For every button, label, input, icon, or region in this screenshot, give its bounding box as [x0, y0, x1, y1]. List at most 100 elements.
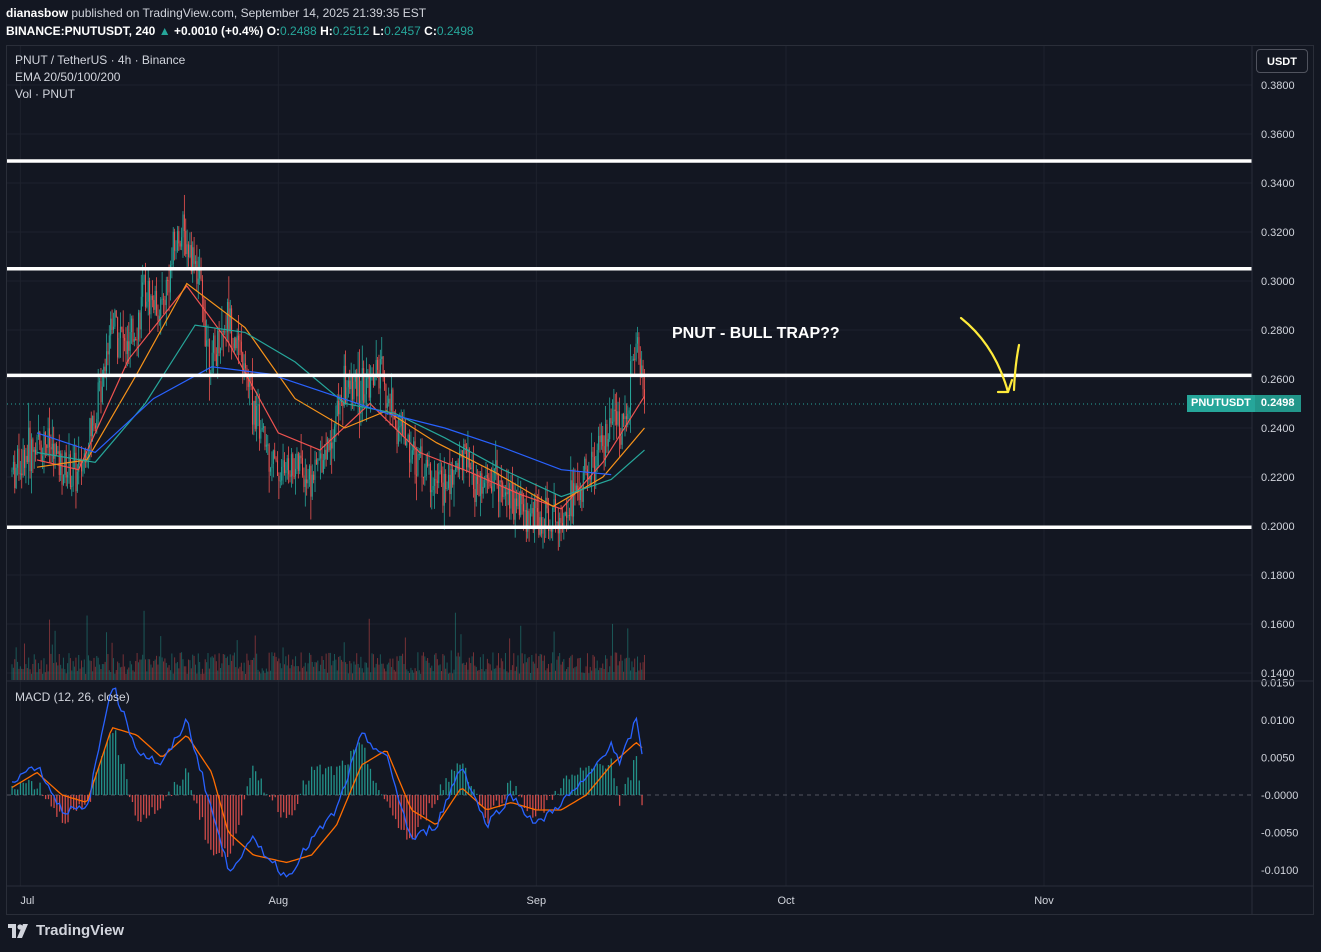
volume-bar: [336, 670, 338, 680]
macd-histogram-bar: [417, 795, 419, 828]
candle-body: [46, 444, 48, 448]
volume-bar: [434, 654, 436, 680]
volume-bar: [188, 659, 190, 680]
legend-vol[interactable]: Vol · PNUT: [15, 87, 76, 101]
volume-bar: [400, 655, 402, 680]
candle-body: [183, 214, 185, 231]
macd-histogram-bar: [176, 784, 178, 795]
volume-bar: [308, 652, 310, 680]
volume-bar: [296, 666, 298, 680]
candle-body: [93, 415, 95, 426]
macd-histogram-bar: [473, 789, 475, 795]
volume-bar: [541, 654, 543, 680]
volume-bar: [421, 655, 423, 680]
volume-bar: [439, 664, 441, 680]
candle-body: [18, 448, 20, 475]
candle-body: [157, 314, 159, 321]
candle-body: [57, 451, 59, 454]
candle-body: [502, 482, 504, 497]
macd-histogram-bar: [168, 791, 170, 795]
candle-body: [108, 335, 110, 355]
candle-body: [226, 302, 228, 333]
candle-body: [143, 274, 145, 283]
volume-bar: [548, 663, 550, 680]
volume-bar: [585, 666, 587, 680]
candle-body: [175, 250, 177, 252]
candle-body: [566, 512, 568, 518]
volume-bar: [279, 663, 281, 680]
currency-unit-button[interactable]: USDT: [1256, 49, 1308, 73]
candle-body: [402, 417, 404, 436]
tradingview-logo[interactable]: TradingView: [8, 922, 124, 939]
volume-bar: [292, 659, 294, 680]
candle-body: [263, 426, 265, 429]
volume-bar: [331, 665, 333, 680]
macd-histogram-bar: [19, 781, 22, 795]
annotation-text[interactable]: PNUT - BULL TRAP??: [672, 325, 840, 342]
volume-bar: [517, 655, 519, 680]
chart-frame: [6, 45, 1314, 915]
candle-body: [270, 468, 272, 472]
open-value: 0.2488: [280, 24, 317, 38]
candle-body: [314, 459, 316, 480]
volume-bar: [542, 660, 544, 680]
volume-bar: [47, 671, 49, 680]
candle-body: [441, 470, 443, 483]
author-name[interactable]: dianasbow: [6, 6, 69, 20]
candle-body: [118, 338, 120, 358]
volume-bar: [222, 653, 224, 680]
macd-histogram-bar: [333, 775, 335, 795]
legend-macd[interactable]: MACD (12, 26, close): [15, 690, 130, 704]
volume-bar: [359, 667, 360, 680]
candle-body: [290, 454, 292, 477]
candle-body: [92, 415, 94, 437]
macd-histogram-bar: [630, 780, 632, 795]
volume-bar: [306, 671, 308, 680]
volume-bar: [360, 656, 362, 680]
volume-bar: [26, 668, 28, 680]
macd-histogram-bar: [87, 795, 89, 801]
volume-bar: [225, 657, 227, 680]
arrow-annotation[interactable]: [959, 316, 1021, 394]
down-arrow-icon[interactable]: [959, 316, 1021, 394]
candle-body: [616, 411, 618, 425]
volume-bar: [621, 660, 623, 680]
candle-body: [596, 449, 598, 466]
volume-bar: [29, 669, 31, 680]
legend-title[interactable]: PNUT / TetherUS · 4h · Binance: [15, 53, 186, 67]
volume-bar: [570, 656, 572, 680]
macd-histogram-bar: [53, 795, 55, 809]
macd-histogram-bar: [448, 781, 450, 795]
volume-bar: [482, 654, 484, 680]
macd-histogram-bar: [364, 747, 366, 795]
macd-histogram-bar: [375, 782, 377, 795]
legend-ema[interactable]: EMA 20/50/100/200: [15, 70, 121, 84]
volume-bar: [300, 652, 302, 680]
price-tag-value: 0.2498: [1254, 395, 1301, 412]
candle-body: [286, 458, 288, 471]
candle-body: [62, 474, 64, 485]
macd-histogram-bar: [193, 795, 195, 801]
macd-histogram-bar: [512, 791, 514, 795]
macd-histogram-bar: [106, 741, 108, 795]
macd-histogram-bar: [319, 764, 321, 795]
candle-body: [354, 373, 356, 382]
volume-bar: [635, 672, 637, 680]
volume-bar: [214, 654, 216, 680]
volume-bar: [243, 662, 245, 680]
horizontal-levels[interactable]: [7, 159, 1252, 529]
candle-body: [513, 490, 515, 520]
macd-histogram-bar: [157, 795, 159, 811]
volume-bar: [124, 666, 126, 680]
volume-bar: [474, 665, 476, 680]
macd-histogram-bar: [602, 765, 604, 795]
candle-body: [489, 482, 491, 487]
volume-bar: [392, 658, 394, 680]
macd-histogram-bar: [549, 795, 551, 796]
candle-body: [511, 483, 513, 491]
volume-bar: [345, 662, 347, 680]
candle-body: [415, 474, 417, 476]
volume-bar: [368, 618, 370, 680]
volume-bar: [453, 669, 455, 680]
